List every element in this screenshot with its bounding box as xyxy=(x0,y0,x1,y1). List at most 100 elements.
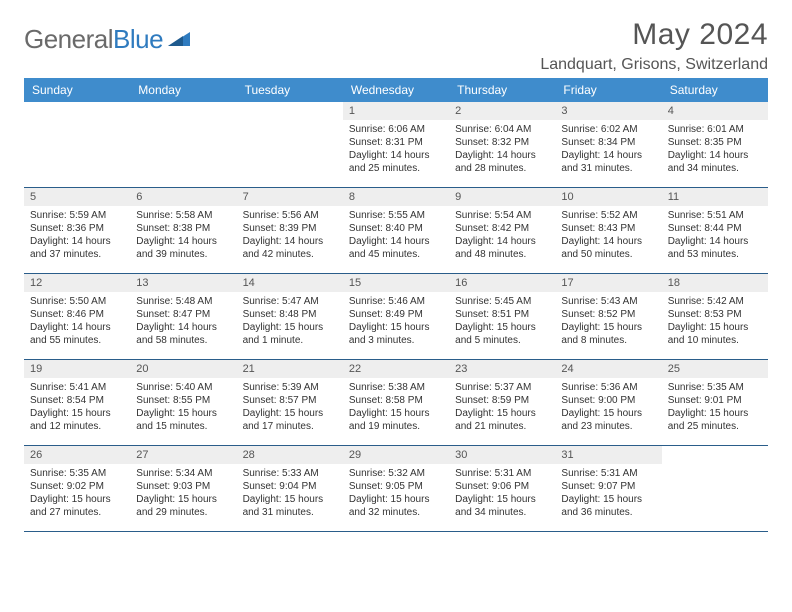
sunset-text: Sunset: 9:05 PM xyxy=(349,480,443,493)
sunset-text: Sunset: 8:42 PM xyxy=(455,222,549,235)
daylight-text-2: and 1 minute. xyxy=(243,334,337,347)
weekday-header: Saturday xyxy=(662,78,768,102)
daylight-text-1: Daylight: 14 hours xyxy=(136,235,230,248)
weekday-header: Monday xyxy=(130,78,236,102)
day-number: 12 xyxy=(24,274,130,292)
sunset-text: Sunset: 8:43 PM xyxy=(561,222,655,235)
sunrise-text: Sunrise: 5:38 AM xyxy=(349,381,443,394)
daylight-text-2: and 37 minutes. xyxy=(30,248,124,261)
sunset-text: Sunset: 9:06 PM xyxy=(455,480,549,493)
day-number: 18 xyxy=(662,274,768,292)
daylight-text-2: and 31 minutes. xyxy=(561,162,655,175)
sunrise-text: Sunrise: 5:50 AM xyxy=(30,295,124,308)
daylight-text-1: Daylight: 15 hours xyxy=(349,321,443,334)
sunset-text: Sunset: 8:52 PM xyxy=(561,308,655,321)
sunrise-text: Sunrise: 5:52 AM xyxy=(561,209,655,222)
sunrise-text: Sunrise: 5:35 AM xyxy=(30,467,124,480)
weekday-header: Wednesday xyxy=(343,78,449,102)
logo: GeneralBlue xyxy=(24,18,190,55)
sunrise-text: Sunrise: 5:31 AM xyxy=(561,467,655,480)
day-number: 21 xyxy=(237,360,343,378)
daylight-text-2: and 48 minutes. xyxy=(455,248,549,261)
calendar-cell: 9Sunrise: 5:54 AMSunset: 8:42 PMDaylight… xyxy=(449,188,555,274)
sunset-text: Sunset: 8:47 PM xyxy=(136,308,230,321)
sunset-text: Sunset: 8:57 PM xyxy=(243,394,337,407)
day-number: 1 xyxy=(343,102,449,120)
daylight-text-2: and 34 minutes. xyxy=(668,162,762,175)
day-number: 31 xyxy=(555,446,661,464)
daylight-text-1: Daylight: 15 hours xyxy=(349,493,443,506)
calendar-cell: 23Sunrise: 5:37 AMSunset: 8:59 PMDayligh… xyxy=(449,360,555,446)
calendar-cell: 29 Sunrise: 5:32 AMSunset: 9:05 PMDayligh… xyxy=(343,446,449,532)
day-number: 28 xyxy=(237,446,343,464)
sunset-text: Sunset: 9:02 PM xyxy=(30,480,124,493)
logo-part1: General xyxy=(24,24,113,54)
daylight-text-2: and 31 minutes. xyxy=(243,506,337,519)
sunrise-text: Sunrise: 5:37 AM xyxy=(455,381,549,394)
daylight-text-2: and 36 minutes. xyxy=(561,506,655,519)
sunset-text: Sunset: 9:04 PM xyxy=(243,480,337,493)
day-number: 17 xyxy=(555,274,661,292)
day-number: 13 xyxy=(130,274,236,292)
calendar-cell: 13Sunrise: 5:48 AMSunset: 8:47 PMDayligh… xyxy=(130,274,236,360)
sunset-text: Sunset: 9:00 PM xyxy=(561,394,655,407)
sunrise-text: Sunrise: 5:46 AM xyxy=(349,295,443,308)
sunset-text: Sunset: 8:58 PM xyxy=(349,394,443,407)
sunset-text: Sunset: 9:07 PM xyxy=(561,480,655,493)
day-number: 25 xyxy=(662,360,768,378)
sunrise-text: Sunrise: 5:45 AM xyxy=(455,295,549,308)
calendar-cell: 20Sunrise: 5:40 AMSunset: 8:55 PMDayligh… xyxy=(130,360,236,446)
daylight-text-2: and 55 minutes. xyxy=(30,334,124,347)
calendar-cell: 2Sunrise: 6:04 AMSunset: 8:32 PMDaylight… xyxy=(449,102,555,188)
weekday-header: Tuesday xyxy=(237,78,343,102)
calendar-cell: 11Sunrise: 5:51 AMSunset: 8:44 PMDayligh… xyxy=(662,188,768,274)
daylight-text-2: and 19 minutes. xyxy=(349,420,443,433)
daylight-text-2: and 12 minutes. xyxy=(30,420,124,433)
daylight-text-2: and 25 minutes. xyxy=(668,420,762,433)
sunset-text: Sunset: 8:32 PM xyxy=(455,136,549,149)
daylight-text-2: and 32 minutes. xyxy=(349,506,443,519)
daylight-text-2: and 45 minutes. xyxy=(349,248,443,261)
calendar-cell: 28 Sunrise: 5:33 AMSunset: 9:04 PMDayligh… xyxy=(237,446,343,532)
daylight-text-1: Daylight: 15 hours xyxy=(30,493,124,506)
day-number: 29 xyxy=(343,446,449,464)
daylight-text-1: Daylight: 15 hours xyxy=(136,493,230,506)
calendar-cell-empty xyxy=(237,102,343,188)
daylight-text-1: Daylight: 14 hours xyxy=(455,235,549,248)
day-number: 15 xyxy=(343,274,449,292)
daylight-text-2: and 17 minutes. xyxy=(243,420,337,433)
sunrise-text: Sunrise: 5:32 AM xyxy=(349,467,443,480)
daylight-text-2: and 29 minutes. xyxy=(136,506,230,519)
daylight-text-2: and 3 minutes. xyxy=(349,334,443,347)
calendar-cell: 14Sunrise: 5:47 AMSunset: 8:48 PMDayligh… xyxy=(237,274,343,360)
location: Landquart, Grisons, Switzerland xyxy=(540,56,768,74)
daylight-text-1: Daylight: 15 hours xyxy=(136,407,230,420)
daylight-text-2: and 58 minutes. xyxy=(136,334,230,347)
sunrise-text: Sunrise: 5:31 AM xyxy=(455,467,549,480)
calendar-cell: 27Sunrise: 5:34 AMSunset: 9:03 PMDayligh… xyxy=(130,446,236,532)
sunrise-text: Sunrise: 6:04 AM xyxy=(455,123,549,136)
calendar-cell-empty xyxy=(662,446,768,532)
daylight-text-1: Daylight: 15 hours xyxy=(243,493,337,506)
sunrise-text: Sunrise: 5:33 AM xyxy=(243,467,337,480)
daylight-text-1: Daylight: 14 hours xyxy=(30,321,124,334)
sunrise-text: Sunrise: 5:40 AM xyxy=(136,381,230,394)
daylight-text-1: Daylight: 14 hours xyxy=(668,149,762,162)
header: GeneralBlue May 2024 Landquart, Grisons,… xyxy=(24,18,768,74)
month-title: May 2024 xyxy=(540,18,768,52)
sunrise-text: Sunrise: 5:59 AM xyxy=(30,209,124,222)
calendar-cell: 24Sunrise: 5:36 AMSunset: 9:00 PMDayligh… xyxy=(555,360,661,446)
daylight-text-1: Daylight: 14 hours xyxy=(136,321,230,334)
calendar-cell: 6Sunrise: 5:58 AMSunset: 8:38 PMDaylight… xyxy=(130,188,236,274)
sunset-text: Sunset: 8:34 PM xyxy=(561,136,655,149)
calendar-cell: 30Sunrise: 5:31 AMSunset: 9:06 PMDayligh… xyxy=(449,446,555,532)
calendar-body: 1Sunrise: 6:06 AMSunset: 8:31 PMDaylight… xyxy=(24,102,768,532)
sunset-text: Sunset: 9:01 PM xyxy=(668,394,762,407)
sunrise-text: Sunrise: 5:36 AM xyxy=(561,381,655,394)
sunset-text: Sunset: 8:44 PM xyxy=(668,222,762,235)
daylight-text-1: Daylight: 15 hours xyxy=(668,407,762,420)
weekday-header: Sunday xyxy=(24,78,130,102)
daylight-text-1: Daylight: 15 hours xyxy=(455,321,549,334)
daylight-text-2: and 34 minutes. xyxy=(455,506,549,519)
sunrise-text: Sunrise: 5:34 AM xyxy=(136,467,230,480)
